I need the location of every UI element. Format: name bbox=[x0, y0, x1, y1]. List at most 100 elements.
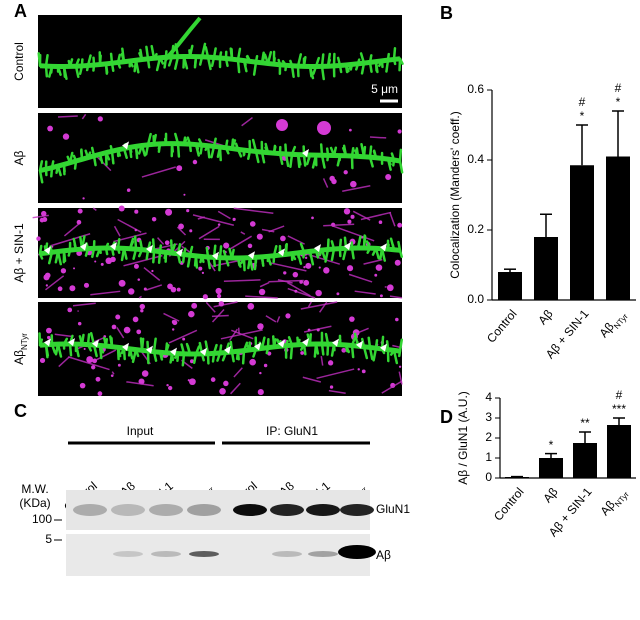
row-label: Aβ + SIN-1 bbox=[12, 223, 26, 283]
spine bbox=[242, 341, 249, 352]
group-label: IP: GluN1 bbox=[266, 424, 318, 438]
bar bbox=[573, 443, 597, 478]
spine bbox=[127, 347, 132, 357]
arrowhead bbox=[380, 243, 387, 252]
magenta-punctum bbox=[45, 327, 52, 334]
magenta-punctum bbox=[263, 363, 268, 368]
band bbox=[189, 551, 219, 557]
magenta-punctum bbox=[134, 209, 139, 214]
magenta-fiber bbox=[205, 301, 216, 313]
spine bbox=[44, 64, 49, 78]
band bbox=[340, 504, 374, 516]
magenta-fiber bbox=[342, 185, 371, 192]
spine bbox=[308, 65, 315, 80]
spine bbox=[180, 343, 186, 356]
magenta-punctum bbox=[151, 269, 154, 273]
magenta-punctum bbox=[36, 236, 41, 241]
spine bbox=[110, 246, 115, 256]
spine bbox=[372, 149, 378, 159]
spine bbox=[398, 249, 403, 258]
spine bbox=[230, 138, 235, 150]
row-label-main: Control bbox=[12, 42, 26, 81]
y-axis-label: Colocalization (Manders' coeff.) bbox=[448, 111, 462, 278]
spine bbox=[302, 250, 306, 259]
magenta-punctum bbox=[280, 235, 286, 242]
magenta-punctum bbox=[223, 242, 230, 249]
spine bbox=[319, 143, 324, 157]
spine bbox=[155, 56, 162, 72]
magenta-punctum bbox=[95, 376, 101, 382]
magenta-fiber bbox=[126, 381, 154, 387]
x-tick-label-main: Aβ bbox=[535, 307, 555, 327]
spine bbox=[391, 243, 396, 251]
magenta-punctum bbox=[100, 262, 104, 266]
spine bbox=[385, 340, 390, 351]
magenta-fiber bbox=[229, 328, 238, 341]
band bbox=[149, 504, 183, 516]
spine bbox=[240, 256, 246, 265]
magenta-punctum bbox=[276, 119, 288, 131]
spine bbox=[224, 139, 229, 150]
arrowhead bbox=[356, 340, 363, 349]
spine bbox=[374, 339, 379, 350]
spine bbox=[342, 144, 348, 158]
spine bbox=[206, 55, 212, 71]
x-tick-label: Aβ bbox=[535, 307, 555, 327]
spine bbox=[360, 142, 366, 158]
magenta-punctum bbox=[386, 284, 394, 292]
spine bbox=[98, 344, 105, 354]
spine bbox=[330, 247, 336, 262]
band bbox=[187, 504, 221, 516]
spine bbox=[204, 144, 210, 152]
magenta-punctum bbox=[316, 328, 320, 332]
group-label: Input bbox=[127, 424, 154, 438]
spine bbox=[92, 154, 97, 167]
spine bbox=[78, 64, 84, 75]
row-label: Aβ bbox=[12, 150, 26, 165]
spine bbox=[218, 344, 223, 355]
spine bbox=[84, 149, 90, 159]
magenta-fiber bbox=[72, 302, 96, 307]
magenta-punctum bbox=[329, 385, 334, 389]
row-label: Control bbox=[12, 42, 26, 81]
arrowhead bbox=[278, 339, 285, 348]
magenta-punctum bbox=[77, 208, 83, 214]
spine bbox=[157, 250, 162, 264]
spine bbox=[392, 349, 399, 365]
spine bbox=[229, 340, 234, 354]
magenta-punctum bbox=[92, 358, 98, 364]
magenta-fiber bbox=[138, 295, 142, 299]
band bbox=[151, 551, 181, 557]
magenta-punctum bbox=[192, 159, 198, 165]
spine bbox=[199, 143, 204, 155]
magenta-fiber bbox=[319, 301, 328, 313]
magenta-punctum bbox=[249, 221, 256, 227]
magenta-punctum bbox=[259, 371, 262, 375]
spine bbox=[128, 237, 135, 250]
significance-hash: # bbox=[616, 388, 623, 402]
magenta-punctum bbox=[132, 316, 139, 323]
magenta-punctum bbox=[69, 285, 76, 292]
x-tick-label-main: Control bbox=[484, 307, 520, 346]
spine bbox=[356, 239, 361, 250]
magenta-fiber bbox=[259, 281, 270, 288]
spine bbox=[348, 63, 354, 70]
arrowhead bbox=[68, 338, 75, 347]
magenta-fiber bbox=[168, 329, 198, 344]
y-tick-label: 3 bbox=[485, 410, 492, 424]
spine bbox=[62, 337, 69, 346]
magenta-fiber bbox=[322, 178, 329, 188]
magenta-punctum bbox=[83, 282, 90, 288]
magenta-punctum bbox=[385, 174, 392, 181]
spine bbox=[296, 53, 303, 68]
band bbox=[306, 504, 340, 516]
magenta-punctum bbox=[166, 383, 169, 387]
spine bbox=[152, 133, 157, 146]
spine bbox=[386, 157, 392, 171]
spine bbox=[152, 52, 158, 60]
magenta-punctum bbox=[137, 278, 141, 281]
magenta-punctum bbox=[118, 279, 126, 287]
spine bbox=[170, 243, 177, 255]
spine bbox=[47, 250, 54, 265]
band bbox=[308, 551, 338, 557]
